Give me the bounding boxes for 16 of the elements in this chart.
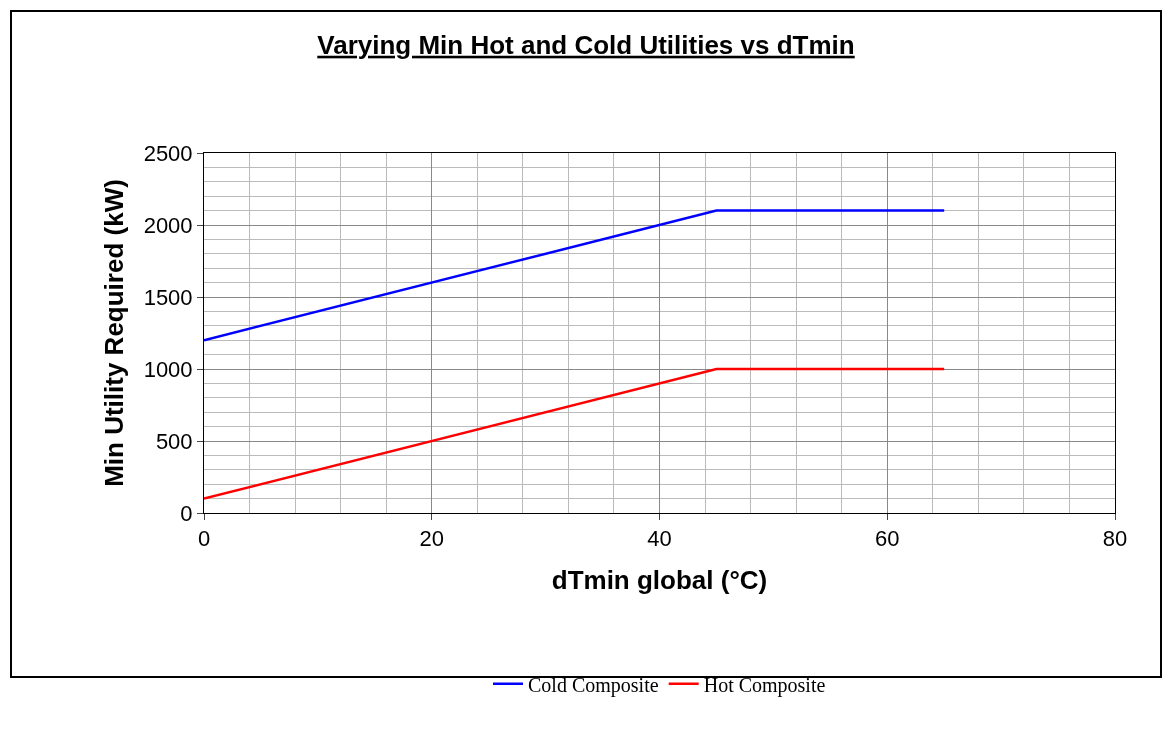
legend-label: Hot Composite xyxy=(703,673,826,697)
y-tick-label: 2500 xyxy=(143,140,193,166)
y-tick-label: 500 xyxy=(155,428,193,454)
x-tick-label: 60 xyxy=(875,526,900,552)
x-tick-label: 20 xyxy=(419,526,444,552)
y-axis-title: Min Utility Required (kW) xyxy=(99,179,130,487)
y-tick-label: 2000 xyxy=(143,212,193,238)
legend-label: Cold Composite xyxy=(528,673,659,697)
x-tick-label: 40 xyxy=(647,526,672,552)
chart-title: Varying Min Hot and Cold Utilities vs dTmin xyxy=(317,29,855,60)
x-tick-label: 0 xyxy=(197,526,211,552)
x-tick-label: 80 xyxy=(1102,526,1128,552)
x-axis-title: dTmin global (°C) xyxy=(551,565,768,596)
y-tick-label: 1000 xyxy=(143,356,193,382)
y-tick-label: 1500 xyxy=(143,284,193,310)
y-tick-label: 0 xyxy=(180,500,193,526)
